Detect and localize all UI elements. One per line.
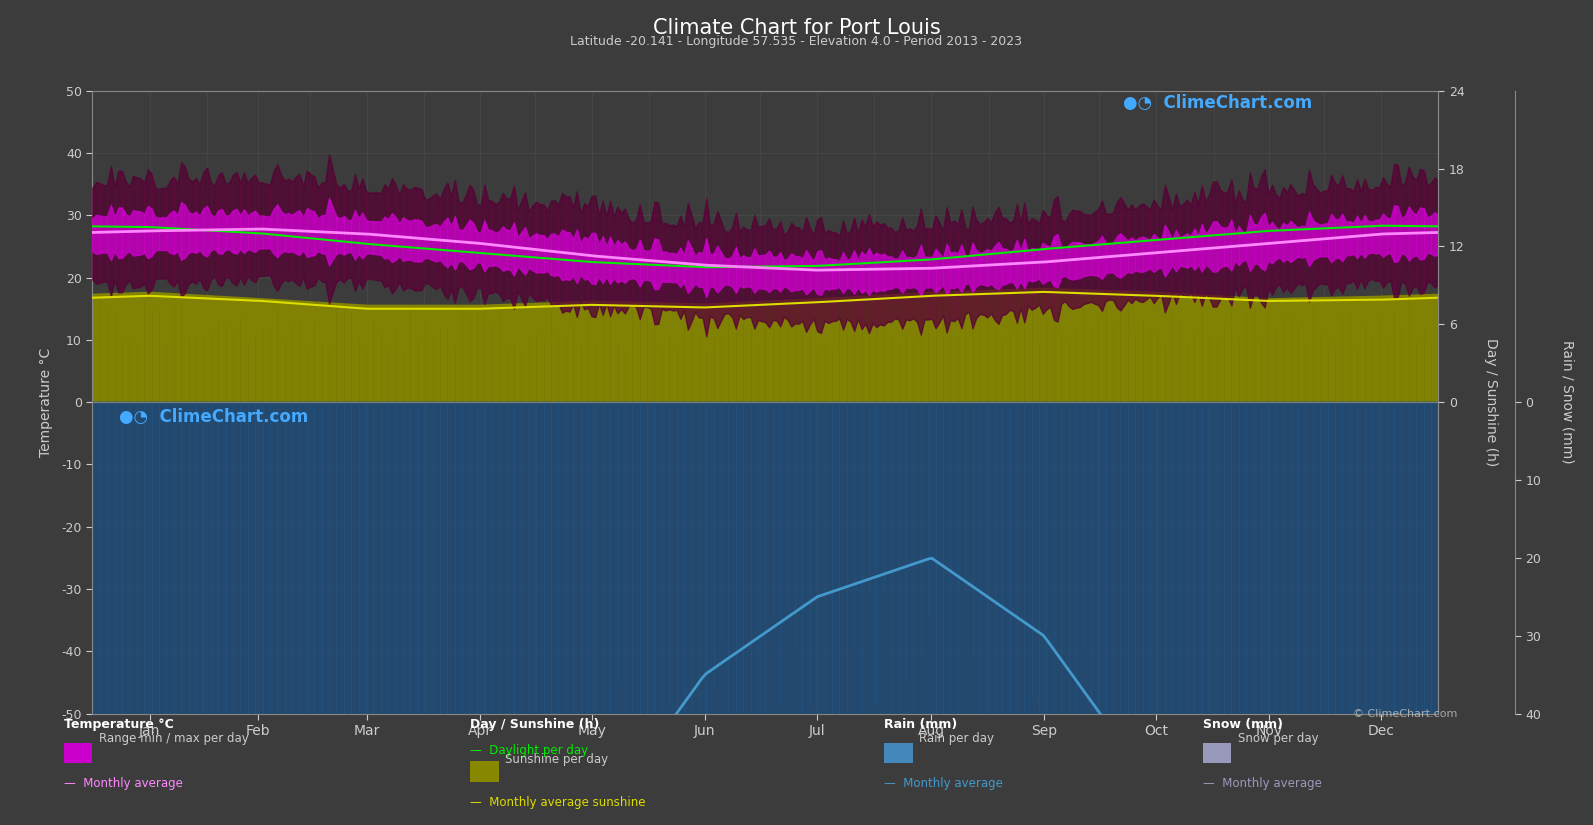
Text: ●◔  ClimeChart.com: ●◔ ClimeChart.com <box>1123 94 1313 112</box>
Text: —  Daylight per day: — Daylight per day <box>470 744 588 757</box>
Text: Day / Sunshine (h): Day / Sunshine (h) <box>470 718 599 731</box>
Y-axis label: Rain / Snow (mm): Rain / Snow (mm) <box>1561 341 1574 464</box>
Text: Snow (mm): Snow (mm) <box>1203 718 1282 731</box>
Text: —  Monthly average: — Monthly average <box>884 777 1004 790</box>
Y-axis label: Temperature °C: Temperature °C <box>40 347 53 457</box>
Text: Snow per day: Snow per day <box>1238 732 1319 745</box>
Text: Temperature °C: Temperature °C <box>64 718 174 731</box>
Text: Rain per day: Rain per day <box>919 732 994 745</box>
Text: —  Monthly average sunshine: — Monthly average sunshine <box>470 796 645 808</box>
Y-axis label: Day / Sunshine (h): Day / Sunshine (h) <box>1485 338 1497 466</box>
Text: Rain (mm): Rain (mm) <box>884 718 957 731</box>
Text: Range min / max per day: Range min / max per day <box>99 732 249 745</box>
Text: © ClimeChart.com: © ClimeChart.com <box>1352 710 1458 719</box>
Text: Climate Chart for Port Louis: Climate Chart for Port Louis <box>653 18 940 38</box>
Text: —  Monthly average: — Monthly average <box>1203 777 1322 790</box>
Text: Latitude -20.141 - Longitude 57.535 - Elevation 4.0 - Period 2013 - 2023: Latitude -20.141 - Longitude 57.535 - El… <box>570 35 1023 49</box>
Text: —  Monthly average: — Monthly average <box>64 777 183 790</box>
Text: Sunshine per day: Sunshine per day <box>505 752 609 766</box>
Text: ●◔  ClimeChart.com: ●◔ ClimeChart.com <box>119 408 309 426</box>
